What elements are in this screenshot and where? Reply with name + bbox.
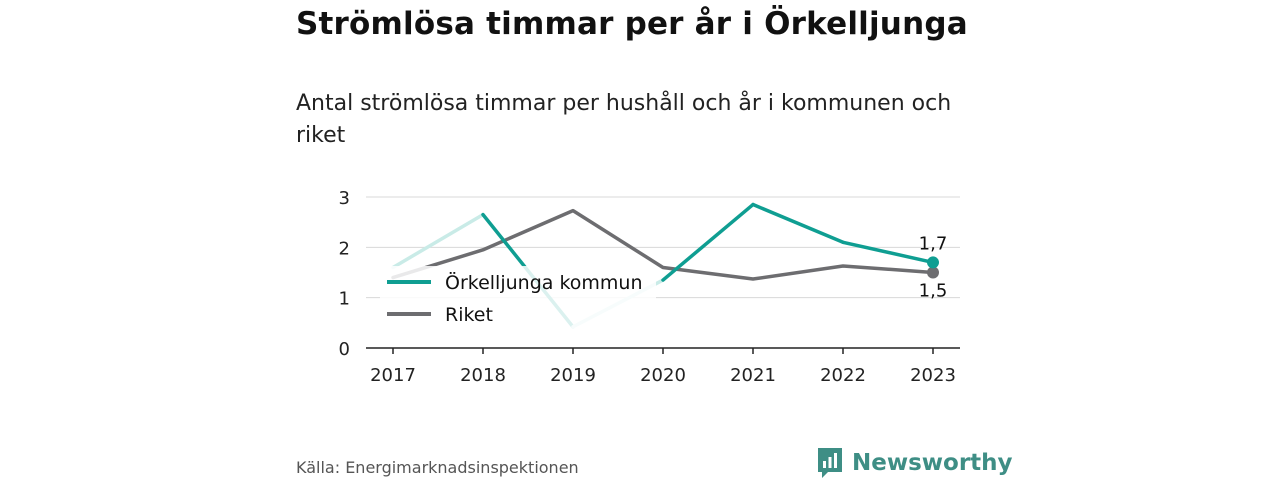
x-tick-label: 2017 [370,365,416,386]
end-label-riket: 1,5 [919,281,948,302]
legend-label: Örkelljunga kommun [445,271,643,294]
end-marker-riket [927,266,939,279]
legend-label: Riket [445,304,493,326]
legend: Örkelljunga kommun Riket [380,266,656,330]
y-tick-label: 1 [339,289,350,310]
x-tick-label: 2018 [460,365,506,386]
x-tick-label: 2023 [910,365,956,386]
newsworthy-logo-icon [818,448,842,478]
end-labels: 1,7 1,5 [919,233,948,301]
series-segment-orkelljunga [661,202,755,282]
x-tick-label: 2021 [730,365,776,386]
x-tick-label: 2022 [820,365,866,386]
y-tick-label: 2 [339,238,350,259]
end-marker-orkelljunga [927,256,939,269]
series-segment-orkelljunga [751,202,845,245]
source-note: Källa: Energimarknadsinspektionen [296,458,579,477]
y-tick-label: 0 [339,339,350,360]
x-tick-label: 2019 [550,365,596,386]
legend-backdrop [380,266,656,330]
series-line-riket [391,208,935,281]
y-axis-ticks: 0 1 2 3 [339,188,350,360]
y-tick-label: 3 [339,188,350,209]
x-axis-ticks: 2017 2018 2019 2020 2021 2022 2023 [366,347,960,386]
chart-subtitle: Antal strömlösa timmar per hushåll och å… [296,91,952,148]
end-label-orkelljunga: 1,7 [919,233,948,254]
series-segment-orkelljunga [391,212,485,270]
x-tick-label: 2020 [640,365,686,386]
brand-logo: Newsworthy [816,446,1013,480]
brand-name: Newsworthy [852,450,1013,476]
series-segment-orkelljunga [841,240,935,265]
chart-title: Strömlösa timmar per år i Örkelljunga [296,6,968,42]
line-chart: 0 1 2 3 2017 2018 2019 2020 2021 2022 2023 Örkell… [339,188,960,386]
